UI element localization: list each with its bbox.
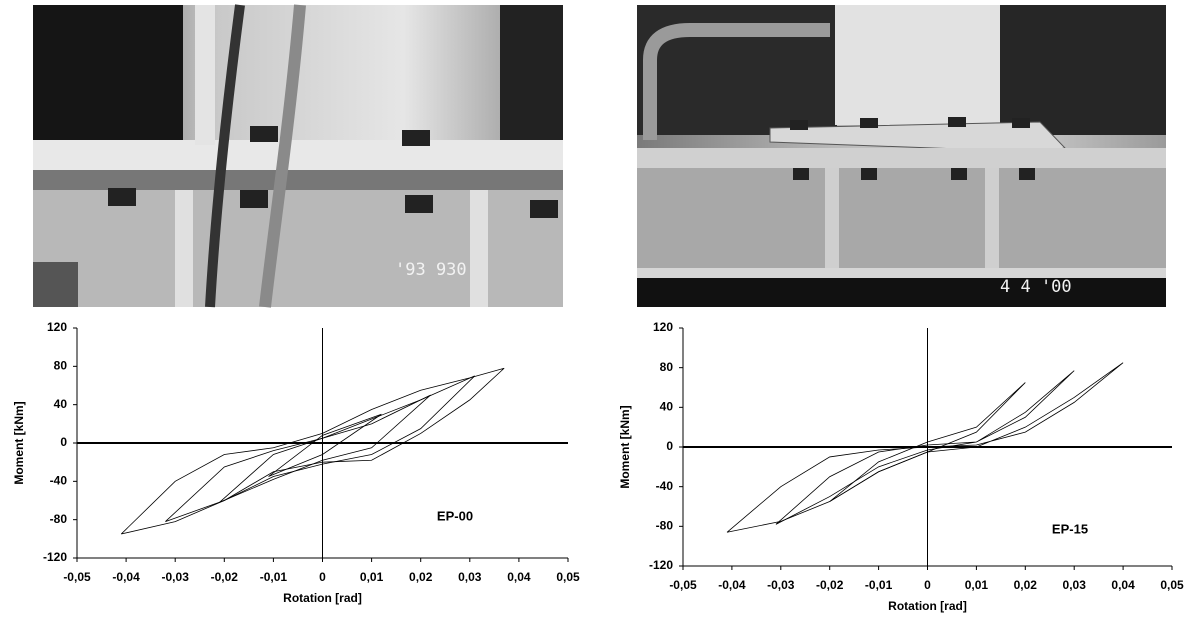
hysteresis-loop xyxy=(268,413,382,477)
x-tick-label: 0,02 xyxy=(1014,578,1038,592)
y-axis-label: Moment [kNm] xyxy=(618,405,632,488)
hysteresis-loop xyxy=(165,375,475,522)
x-tick-label: -0,01 xyxy=(865,578,893,592)
x-tick-label: 0,03 xyxy=(458,570,482,584)
x-tick-label: 0,05 xyxy=(556,570,580,584)
y-axis-label: Moment [kNm] xyxy=(12,401,26,484)
x-tick-label: -0,03 xyxy=(162,570,190,584)
hysteresis-loop xyxy=(219,394,431,503)
hysteresis-loop xyxy=(120,367,505,535)
x-tick-label: 0,01 xyxy=(360,570,384,584)
y-tick-label: -80 xyxy=(656,519,674,533)
y-tick-label: -40 xyxy=(656,479,674,493)
y-tick-label: 120 xyxy=(47,320,67,334)
y-tick-label: -120 xyxy=(43,550,67,564)
y-tick-label: -40 xyxy=(50,474,68,488)
annotation: EP-00 xyxy=(437,508,473,523)
x-tick-label: 0,05 xyxy=(1160,578,1184,592)
x-tick-label: 0,04 xyxy=(507,570,531,584)
x-tick-label: -0,02 xyxy=(816,578,844,592)
y-tick-label: 40 xyxy=(660,400,674,414)
x-tick-label: 0 xyxy=(924,578,931,592)
x-tick-label: 0,03 xyxy=(1063,578,1087,592)
photo-stamp: '93 930 xyxy=(395,260,467,280)
hysteresis-loop xyxy=(829,382,1026,502)
x-axis-label: Rotation [rad] xyxy=(283,591,362,605)
y-tick-label: 120 xyxy=(653,320,673,334)
x-tick-label: 0,01 xyxy=(965,578,989,592)
x-tick-label: 0 xyxy=(319,570,326,584)
photo-right: 4 4 '00 xyxy=(637,5,1166,307)
x-tick-label: -0,05 xyxy=(669,578,697,592)
x-tick-label: -0,02 xyxy=(211,570,239,584)
y-tick-label: -80 xyxy=(50,512,68,526)
x-tick-label: -0,04 xyxy=(112,570,140,584)
y-tick-label: 0 xyxy=(60,435,67,449)
x-axis-label: Rotation [rad] xyxy=(888,599,967,613)
x-tick-label: -0,04 xyxy=(718,578,746,592)
photo-left: '93 930 xyxy=(33,4,563,308)
x-tick-label: -0,05 xyxy=(63,570,91,584)
x-tick-label: -0,03 xyxy=(767,578,795,592)
x-tick-label: 0,04 xyxy=(1111,578,1135,592)
y-tick-label: 80 xyxy=(54,359,68,373)
x-tick-label: -0,01 xyxy=(260,570,288,584)
hysteresis-loop xyxy=(775,370,1075,525)
annotation: EP-15 xyxy=(1052,521,1088,536)
x-tick-label: 0,02 xyxy=(409,570,433,584)
photo-stamp: 4 4 '00 xyxy=(1000,277,1072,297)
y-tick-label: 40 xyxy=(54,397,68,411)
y-tick-label: 0 xyxy=(666,439,673,453)
y-tick-label: 80 xyxy=(660,360,674,374)
y-tick-label: -120 xyxy=(649,558,673,572)
